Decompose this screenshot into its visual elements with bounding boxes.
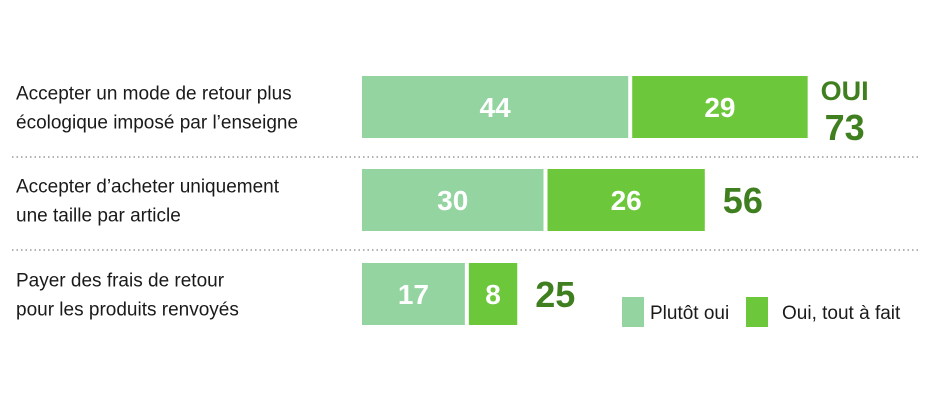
bar-plutot-oui-2 bbox=[362, 169, 544, 231]
bar-value-tout-a-fait-1: 29 bbox=[704, 92, 735, 123]
legend-label-tout-a-fait: Oui, tout à fait bbox=[782, 303, 901, 324]
bar-plutot-oui-3 bbox=[362, 263, 465, 325]
bar-tout-a-fait-1 bbox=[632, 76, 808, 138]
bar-value-tout-a-fait-2: 26 bbox=[611, 185, 642, 216]
row-label-2-line-2: une taille par article bbox=[16, 206, 181, 227]
total-value-2: 56 bbox=[723, 180, 763, 221]
legend-label-plutot-oui: Plutôt oui bbox=[650, 303, 729, 324]
total-prefix: OUI bbox=[821, 76, 869, 106]
row-label-3-line-2: pour les produits renvoyés bbox=[16, 300, 239, 321]
bar-value-plutot-oui-1: 44 bbox=[480, 92, 512, 123]
bar-value-plutot-oui-3: 17 bbox=[398, 279, 429, 310]
row-label-1-line-2: écologique imposé par l’enseigne bbox=[16, 113, 298, 134]
legend-swatch-plutot-oui bbox=[622, 297, 644, 327]
bar-value-plutot-oui-2: 30 bbox=[437, 185, 468, 216]
total-value-3: 25 bbox=[535, 274, 575, 315]
bar-tout-a-fait-3 bbox=[468, 263, 518, 325]
row-label-1-line-1: Accepter un mode de retour plus bbox=[16, 84, 292, 105]
bar-tout-a-fait-2 bbox=[547, 169, 705, 231]
bar-plutot-oui-1 bbox=[362, 76, 629, 138]
bar-value-tout-a-fait-3: 8 bbox=[485, 279, 501, 310]
row-label-2-line-1: Accepter d’acheter uniquement bbox=[16, 177, 280, 198]
total-value-1: 73 bbox=[825, 107, 865, 148]
legend-swatch-tout-a-fait bbox=[746, 297, 768, 327]
row-label-3-line-1: Payer des frais de retour bbox=[16, 271, 225, 292]
